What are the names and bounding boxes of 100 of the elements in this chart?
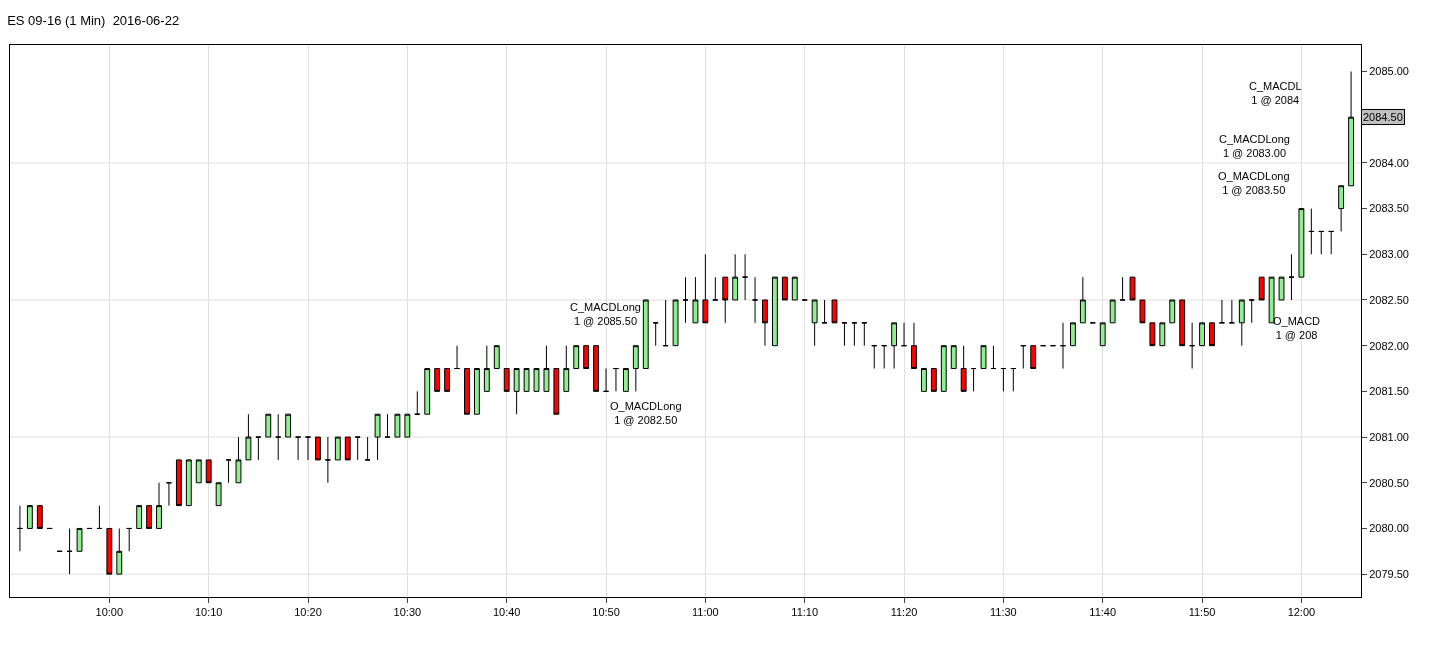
- candlestick: [66, 527, 73, 575]
- candlestick: [1288, 253, 1295, 301]
- y-tick-label: 2079.50: [1369, 568, 1409, 580]
- x-tick-label: 11:40: [1089, 606, 1117, 619]
- candlestick: [1189, 322, 1196, 370]
- candlestick: [1149, 322, 1156, 347]
- candlestick: [295, 436, 302, 461]
- annotation: O_MACDLong 1 @ 2083.50: [1218, 170, 1290, 197]
- candlestick: [682, 276, 689, 324]
- candlestick: [980, 345, 987, 370]
- candlestick: [205, 459, 212, 484]
- candlestick: [1129, 276, 1136, 301]
- candlestick: [533, 368, 540, 392]
- candlestick: [175, 459, 182, 507]
- candlestick: [702, 253, 709, 324]
- candlestick: [493, 345, 500, 370]
- candlestick: [444, 368, 451, 392]
- candlestick: [1308, 208, 1315, 255]
- annotation: 2084.50: [1363, 111, 1403, 123]
- candlestick: [324, 436, 331, 484]
- candlestick: [603, 368, 609, 392]
- annotation: O_MACDLong 1 @ 2082.50: [610, 400, 682, 427]
- candlestick: [821, 299, 828, 324]
- candlestick: [1268, 276, 1275, 324]
- candlestick: [652, 322, 659, 347]
- x-tick-label: 10:00: [95, 606, 124, 619]
- candlestick: [1298, 208, 1305, 278]
- x-tick-label: 12:00: [1287, 606, 1316, 619]
- x-tick-label: 10:40: [492, 606, 521, 619]
- y-tick-label: 2083.00: [1369, 248, 1409, 261]
- candlestick: [225, 459, 232, 484]
- candlestick: [762, 299, 768, 347]
- candlestick: [632, 345, 639, 392]
- y-tick-label: 2085.00: [1369, 65, 1409, 78]
- candlestick: [990, 345, 997, 370]
- candlestick: [76, 527, 83, 552]
- candlestick: [960, 345, 967, 392]
- annotation: C_MACDLong 1 @ 2085.50: [570, 301, 641, 328]
- candlestick: [285, 413, 292, 438]
- y-tick-label: 2080.00: [1369, 522, 1409, 535]
- candlestick: [315, 436, 321, 461]
- candlestick: [334, 436, 341, 461]
- candlestick: [503, 368, 510, 392]
- candlestick: [1218, 299, 1225, 324]
- candlestick: [245, 413, 252, 461]
- annotation: O_MACD 1 @ 208: [1273, 315, 1321, 342]
- candlestick: [911, 322, 917, 370]
- candlestick: [742, 253, 749, 301]
- candlestick: [404, 413, 411, 438]
- candlestick: [414, 390, 421, 415]
- x-tick-label: 11:50: [1188, 606, 1216, 619]
- candlestick: [1000, 368, 1007, 392]
- candlestick: [513, 368, 520, 415]
- candlestick: [1348, 71, 1354, 187]
- candlestick: [543, 345, 550, 392]
- candlestick: [235, 436, 242, 484]
- y-tick-label: 2084.00: [1369, 156, 1409, 169]
- candlestick: [473, 368, 480, 415]
- candlestick: [1030, 345, 1037, 370]
- annotation: C_MACDL 1 @ 2084: [1249, 80, 1302, 107]
- candlestick: [553, 368, 560, 415]
- candlestick: [930, 368, 937, 392]
- candlestick: [146, 505, 153, 529]
- candlestick: [126, 527, 133, 552]
- candlestick: [901, 322, 907, 347]
- candlestick: [26, 505, 33, 529]
- y-tick-label: 2081.00: [1369, 430, 1409, 443]
- candlestick: [255, 436, 262, 461]
- candlestick: [722, 276, 729, 324]
- candlestick: [354, 436, 361, 461]
- candlestick: [215, 482, 222, 507]
- y-tick-label: 2083.50: [1369, 202, 1409, 215]
- candlestick: [106, 527, 113, 575]
- candlestick: [732, 253, 739, 301]
- candlestick: [811, 299, 818, 347]
- candlestick: [891, 322, 898, 370]
- candlestick: [1010, 368, 1017, 392]
- candlestick: [1209, 322, 1215, 347]
- x-tick-label: 11:00: [692, 606, 719, 619]
- candlestick: [970, 368, 977, 392]
- y-tick-label: 2082.00: [1369, 339, 1409, 352]
- candlestick: [384, 413, 391, 438]
- candlestick: [1179, 299, 1186, 347]
- candlestick: [36, 505, 43, 529]
- candlestick: [364, 436, 371, 461]
- candlestick: [831, 299, 838, 324]
- chart-title: ES 09-16 (1 Min) 2016-06-22: [7, 13, 180, 29]
- x-tick-label: 11:30: [990, 606, 1017, 619]
- candlestick: [116, 527, 123, 575]
- candlestick: [1278, 276, 1285, 301]
- candlestick: [583, 345, 590, 370]
- candlestick: [434, 368, 441, 392]
- candlestick: [771, 276, 778, 347]
- candlestick: [881, 345, 888, 370]
- candlestick: [1099, 322, 1106, 347]
- candlestick: [265, 413, 272, 438]
- annotation: C_MACDLong 1 @ 2083.00: [1219, 133, 1290, 160]
- candlestick: [523, 368, 530, 392]
- candlestick: [1199, 322, 1205, 347]
- candlestick: [195, 459, 202, 484]
